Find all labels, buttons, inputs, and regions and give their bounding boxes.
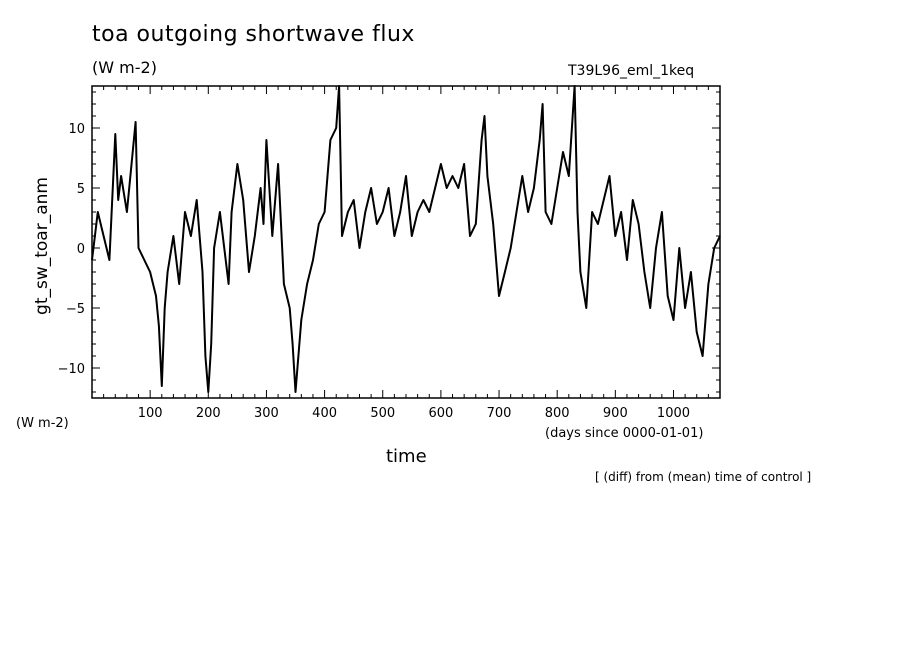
y-tick-label: 5 bbox=[77, 182, 85, 197]
tick-labels: 100 200 300 400 500 600 700 800 900 1000 −10 −5 0 5 10 bbox=[58, 122, 690, 421]
x-tick-label: 100 bbox=[138, 406, 163, 421]
series-line bbox=[91, 85, 721, 393]
x-tick-label: 600 bbox=[428, 406, 453, 421]
x-tick-label: 200 bbox=[196, 406, 221, 421]
x-axis-units: (days since 0000-01-01) bbox=[545, 426, 704, 441]
y-tick-label: −5 bbox=[66, 302, 85, 317]
x-axis-label: time bbox=[386, 446, 427, 467]
run-label: T39L96_eml_1keq bbox=[568, 63, 695, 79]
x-tick-label: 500 bbox=[370, 406, 395, 421]
x-tick-label: 1000 bbox=[657, 406, 690, 421]
x-tick-label: 400 bbox=[312, 406, 337, 421]
comparison-note: [ (diff) from (mean) time of control ] bbox=[595, 470, 812, 484]
chart-units: (W m-2) bbox=[92, 58, 157, 77]
x-tick-label: 800 bbox=[545, 406, 570, 421]
x-tick-label: 900 bbox=[603, 406, 628, 421]
x-tick-label: 700 bbox=[487, 406, 512, 421]
y-tick-label: 0 bbox=[77, 242, 85, 257]
axis-ticks bbox=[92, 86, 720, 398]
plot-frame bbox=[91, 85, 721, 399]
y-tick-label: 10 bbox=[68, 122, 85, 137]
x-tick-label: 300 bbox=[254, 406, 279, 421]
chart-title: toa outgoing shortwave flux bbox=[92, 22, 415, 47]
y-tick-label: −10 bbox=[58, 362, 85, 377]
y-axis-units: (W m-2) bbox=[16, 416, 69, 431]
